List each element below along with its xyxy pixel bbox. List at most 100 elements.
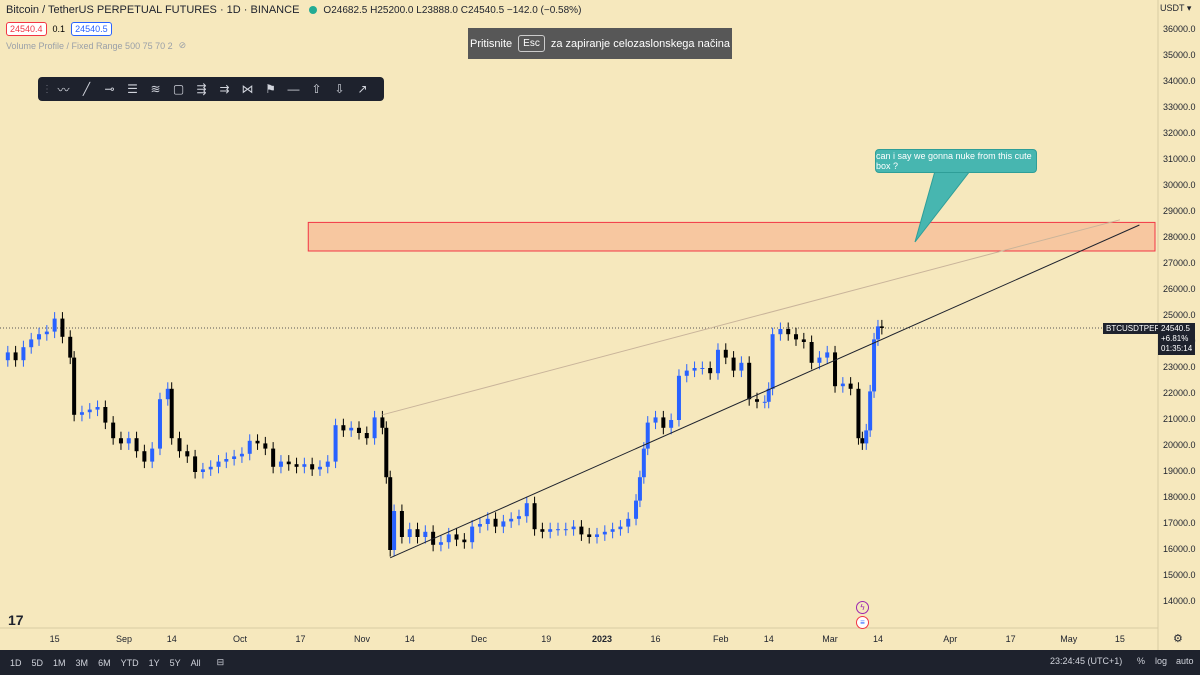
indicator-label[interactable]: Volume Profile / Fixed Range 500 75 70 2 [6, 40, 173, 51]
candle-body [325, 461, 330, 467]
auto-toggle[interactable]: auto [1176, 656, 1194, 666]
timeframe-button[interactable]: 1Y [148, 657, 160, 668]
candle-body [563, 529, 568, 531]
timeframe-button[interactable]: 5D [31, 657, 44, 668]
price-tick-label: 35000.0 [1163, 50, 1196, 60]
time-tick-label: 2023 [592, 634, 613, 644]
toast-text-after: za zapiranje celozaslonskega načina [550, 37, 731, 50]
tradingview-logo[interactable]: 17 [8, 612, 24, 628]
candle-body [684, 370, 689, 376]
time-tick-label: Mar [822, 634, 838, 644]
candle-body [372, 417, 377, 439]
price-tick-label: 23000.0 [1163, 362, 1196, 372]
path-icon[interactable]: ↗ [357, 82, 368, 96]
price-tick-label: 32000.0 [1163, 128, 1196, 138]
parallel-icon[interactable]: ⇉ [219, 82, 230, 96]
chart-header: Bitcoin / TetherUS PERPETUAL FUTURES · 1… [6, 4, 581, 16]
time-tick-label: 15 [49, 634, 60, 644]
time-tick-label: 17 [1005, 634, 1016, 644]
candle-body [602, 531, 607, 535]
time-tick-label: 14 [166, 634, 177, 644]
candle-body [626, 518, 631, 527]
drag-handle-icon[interactable]: ⋮ [42, 83, 52, 95]
clock[interactable]: 23:24:45 (UTC+1) [1050, 656, 1123, 666]
flag-icon[interactable]: ⚑ [265, 82, 276, 96]
candle-body [516, 516, 521, 519]
current-price-box: 24540.5 +6.81% 01:35:14 [1158, 323, 1196, 355]
fib-icon[interactable]: ☰ [127, 82, 138, 96]
candle-body [715, 349, 720, 374]
timeframe-button[interactable]: All [190, 657, 201, 668]
time-tick-label: Apr [943, 634, 958, 644]
candle-body [193, 456, 198, 472]
annotation-callout[interactable]: can i say we gonna nuke from this cute b… [875, 149, 1037, 173]
log-toggle[interactable]: log [1155, 656, 1168, 666]
horizontal-line-icon[interactable]: — [287, 82, 300, 96]
price-tick-label: 22000.0 [1163, 388, 1196, 398]
timeframe-button[interactable]: YTD [120, 657, 139, 668]
candle-body [801, 339, 806, 342]
price-tick-label: 29000.0 [1163, 206, 1196, 216]
candle-body [169, 388, 174, 439]
candle-body [555, 529, 560, 531]
candle-body [509, 518, 514, 522]
price-tick-label: 14000.0 [1163, 596, 1196, 606]
us-flag-event-icon[interactable]: ≡ [856, 616, 869, 629]
rectangle-icon[interactable]: ▢ [172, 82, 185, 96]
pattern-icon[interactable]: 〰 [57, 82, 70, 97]
candle-body [840, 383, 845, 387]
candle-body [477, 524, 482, 527]
percent-toggle[interactable]: % [1137, 656, 1146, 666]
candle-body [770, 334, 775, 389]
xabcd-icon[interactable]: ⋈ [241, 82, 254, 96]
price-tick-label: 36000.0 [1163, 24, 1196, 34]
candle-body [263, 443, 268, 449]
elliott-icon[interactable]: ≋ [150, 82, 161, 96]
date-range-icon[interactable]: ⊟ [216, 657, 225, 667]
horizontal-ray-icon[interactable]: ⊸ [104, 82, 115, 96]
candle-body [157, 399, 162, 449]
arrow-down-icon[interactable]: ⇩ [334, 82, 345, 96]
currency-selector[interactable]: USDT ▾ [1160, 3, 1192, 13]
candle-body [29, 339, 34, 348]
bid-price-button[interactable]: 24540.4 [6, 22, 47, 36]
candle-body [762, 401, 767, 403]
price-chart[interactable] [0, 0, 1160, 650]
time-tick-label: Oct [233, 634, 248, 644]
candle-body [388, 477, 393, 550]
candle-body [103, 407, 108, 423]
ask-price-button[interactable]: 24540.5 [71, 22, 112, 36]
lightning-event-icon[interactable]: ϟ [856, 601, 869, 614]
candle-body [493, 518, 498, 527]
timeframe-button[interactable]: 1D [10, 657, 22, 668]
timeframe-button[interactable]: 6M [98, 657, 111, 668]
price-tick-label: 18000.0 [1163, 492, 1196, 502]
candle-body [438, 542, 443, 545]
candle-body [462, 539, 467, 543]
symbol-title[interactable]: Bitcoin / TetherUS PERPETUAL FUTURES · 1… [6, 4, 300, 16]
candle-body [349, 427, 354, 431]
esc-key-badge: Esc [518, 35, 545, 52]
timeframe-list: 1D 5D 1M 3M 6M YTD 1Y 5Y All [0, 658, 201, 668]
arrow-up-icon[interactable]: ⇧ [311, 82, 322, 96]
candle-body [470, 526, 475, 543]
trend-line-icon[interactable]: ╱ [82, 82, 91, 96]
timeframe-button[interactable]: 5Y [169, 657, 181, 668]
candle-body [208, 466, 213, 470]
timeframe-button[interactable]: 3M [75, 657, 89, 668]
candle-body [848, 383, 853, 389]
time-tick-label: Feb [712, 634, 729, 644]
candle-body [380, 417, 385, 428]
gear-icon[interactable]: ⚙ [1173, 633, 1183, 645]
candle-body [794, 334, 799, 340]
candle-body [21, 347, 26, 361]
candle-body [872, 339, 877, 392]
candle-body [364, 433, 369, 439]
time-tick-label: 19 [541, 634, 552, 644]
price-tick-label: 27000.0 [1163, 258, 1196, 268]
candle-body [247, 440, 252, 454]
timeframe-button[interactable]: 1M [53, 657, 66, 668]
resistance-zone [307, 221, 1156, 252]
channel-icon[interactable]: ⇶ [196, 82, 207, 96]
hide-eye-icon[interactable]: ⊘ [178, 40, 187, 50]
